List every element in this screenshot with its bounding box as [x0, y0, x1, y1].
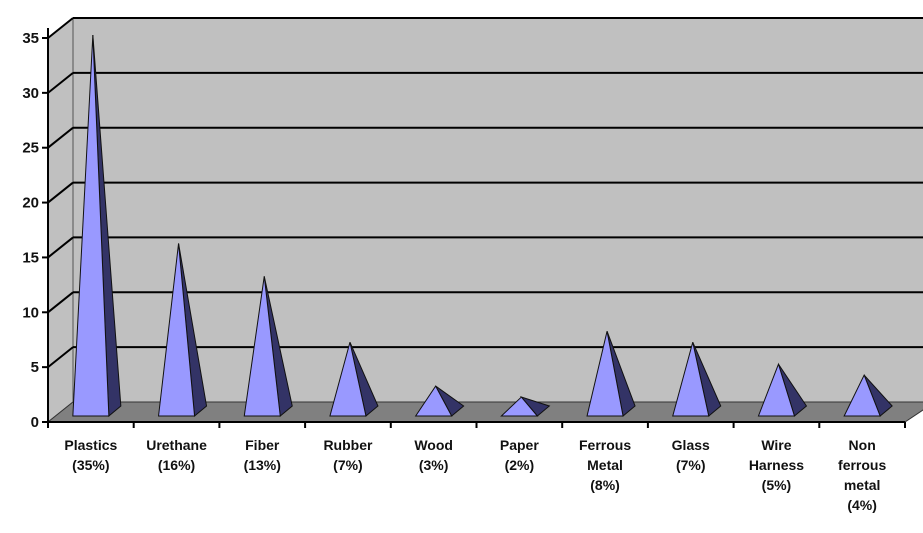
- pyramid-marks: [72, 34, 893, 418]
- y-tick-label: 25: [22, 140, 39, 157]
- x-category-label-line: Wood: [414, 437, 453, 453]
- pyramid-bar: [72, 34, 122, 418]
- x-category-label: Rubber (7%): [323, 437, 373, 473]
- pyramid-front-face: [157, 243, 196, 417]
- pyramid-bar: [329, 341, 379, 417]
- y-tick-labels: 0 5 10 15 20 25 30 35: [22, 30, 39, 431]
- gridline-side: [47, 17, 74, 39]
- pyramid-bar: [414, 385, 465, 417]
- x-category-labels: Plastics (35%) Urethane (16%) Fiber (13%) Rubb…: [64, 437, 886, 513]
- gridline-side: [47, 72, 74, 94]
- pyramid-front-face: [843, 373, 881, 417]
- x-category-label-line: Wire: [761, 437, 791, 453]
- x-category-label-line: Rubber: [323, 437, 373, 453]
- x-category-label: Plastics (35%): [64, 437, 117, 473]
- x-category-label-line: (3%): [419, 457, 449, 473]
- x-category-label: Wood (3%): [414, 437, 453, 473]
- y-tick-label: 10: [22, 304, 39, 321]
- x-category-label-line: Urethane: [146, 437, 207, 453]
- gridline-side: [47, 181, 74, 204]
- x-category-label-line: (35%): [72, 457, 109, 473]
- y-tick-label: 5: [31, 359, 39, 376]
- x-category-label-line: Glass: [672, 437, 710, 453]
- x-category-label: Glass (7%): [672, 437, 710, 473]
- x-category-label-line: (8%): [590, 477, 620, 493]
- pyramid-bar: [586, 331, 636, 417]
- x-category-label-line: ferrous: [838, 457, 886, 473]
- pyramid-front-face: [672, 342, 710, 417]
- side-wall: [47, 16, 74, 424]
- x-category-label-line: Metal: [587, 457, 623, 473]
- x-category-label-line: (4%): [847, 497, 877, 513]
- back-wall: [72, 17, 923, 403]
- x-category-label-line: (5%): [762, 477, 792, 493]
- x-category-label-line: (16%): [158, 457, 195, 473]
- x-category-label-line: Plastics: [64, 437, 117, 453]
- y-tick-label: 20: [22, 195, 39, 212]
- x-category-label-line: Paper: [500, 437, 539, 453]
- pyramid-bar: [243, 276, 293, 417]
- chart-walls: [47, 16, 923, 424]
- pyramid-front-face: [586, 331, 624, 417]
- x-category-label: Urethane (16%): [146, 437, 207, 473]
- pyramid-bar: [757, 362, 808, 417]
- axes: [42, 28, 906, 428]
- pyramid-front-face: [757, 362, 796, 417]
- x-category-label-line: (7%): [333, 457, 363, 473]
- x-category-label-line: (13%): [244, 457, 281, 473]
- gridline-side: [47, 291, 74, 314]
- gridline-side: [47, 346, 74, 368]
- x-category-label: Ferrous Metal (8%): [579, 437, 631, 493]
- x-category-label: Non ferrous metal (4%): [838, 437, 886, 513]
- pyramid-bar: [157, 243, 208, 417]
- gridlines: [47, 17, 923, 368]
- pyramid-front-face: [243, 276, 281, 417]
- y-tick-label: 0: [31, 414, 39, 431]
- x-category-label-line: (2%): [505, 457, 535, 473]
- pyramid-front-face: [414, 385, 453, 417]
- pyramid-front-face: [500, 396, 539, 417]
- x-category-label-line: Non: [849, 437, 876, 453]
- y-tick-label: 35: [22, 30, 39, 47]
- x-category-label: Fiber (13%): [244, 437, 281, 473]
- pyramid-front-face: [72, 34, 110, 417]
- x-category-label-line: metal: [844, 477, 881, 493]
- y-tick-label: 30: [22, 85, 39, 102]
- x-category-label: Paper (2%): [500, 437, 539, 473]
- pyramid-bar: [843, 373, 893, 417]
- pyramid-bar: [500, 396, 551, 417]
- y-tick-label: 15: [22, 249, 39, 266]
- pyramid-bar: [672, 341, 722, 417]
- x-category-label-line: (7%): [676, 457, 706, 473]
- x-category-label-line: Harness: [749, 457, 804, 473]
- x-category-label-line: Fiber: [245, 437, 280, 453]
- x-category-label: Wire Harness (5%): [749, 437, 804, 493]
- pyramid-front-face: [329, 342, 367, 417]
- gridline-side: [47, 126, 74, 149]
- gridline-side: [47, 236, 74, 259]
- x-category-label-line: Ferrous: [579, 437, 631, 453]
